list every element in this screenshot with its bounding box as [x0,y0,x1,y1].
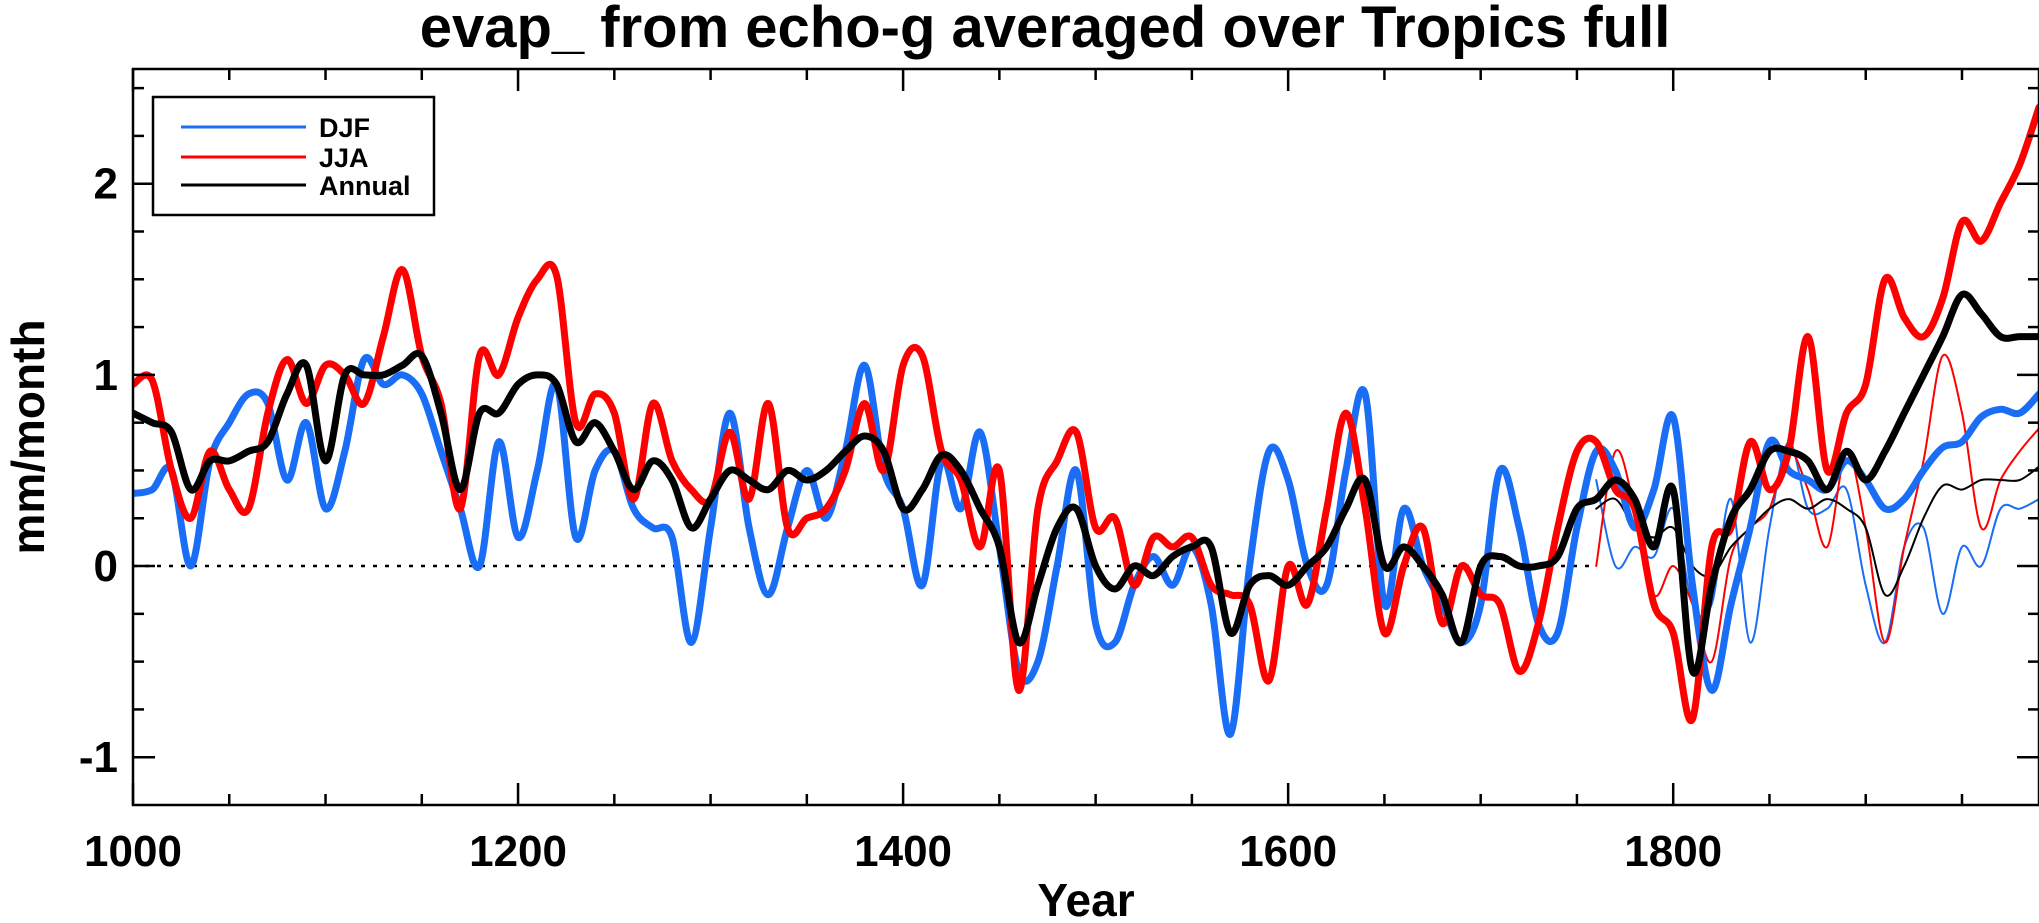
series-line-annual [133,290,2039,677]
x-axis: 1000 1200 1400 1600 1800 [84,69,1964,876]
series-line-jja-thin [1595,353,2039,664]
series-line-annual-thin [1595,465,2039,597]
x-tick-label: 1200 [469,827,567,876]
x-tick-label: 1800 [1624,827,1722,876]
chart-title: evap_ from echo-g averaged over Tropics … [420,0,1671,60]
series-line-djf [133,353,2039,738]
legend-label-djf: DJF [319,113,370,143]
y-tick-label: 2 [94,160,118,209]
legend-label-jja: JJA [319,143,369,173]
legend-label-annual: Annual [319,171,411,201]
x-tick-label: 1600 [1239,827,1337,876]
x-tick-label: 1000 [84,827,182,876]
x-tick-label: 1400 [854,827,952,876]
y-axis: -1 0 1 2 [79,86,2039,782]
y-tick-label: -1 [79,733,118,782]
y-axis-label: mm/month [2,319,54,554]
legend: DJF JJA Annual [151,95,436,217]
plot-frame [131,67,2039,807]
y-tick-label: 0 [94,542,118,591]
series-layer [133,103,2039,738]
x-axis-label: Year [1037,874,1134,923]
y-tick-label: 1 [94,351,118,400]
